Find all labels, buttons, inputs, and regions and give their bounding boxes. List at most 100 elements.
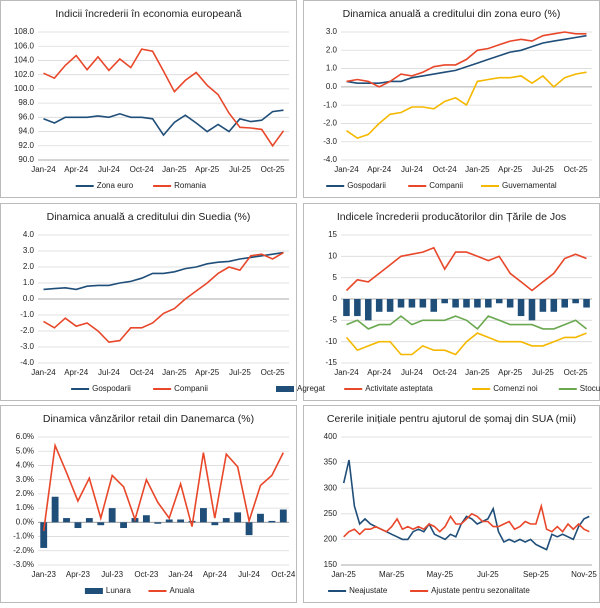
legend-swatch: [276, 386, 294, 392]
x-tick-label: Jul-24: [98, 368, 120, 377]
y-tick-label: -1.0: [20, 310, 34, 319]
y-tick-label: -2.0%: [13, 546, 34, 555]
legend-swatch: [84, 588, 103, 594]
y-tick-label: 92.0: [18, 141, 34, 150]
x-tick-label: Nov-25: [571, 570, 597, 579]
y-tick-label: 100.0: [14, 84, 35, 93]
y-tick-label: 2.0: [326, 45, 338, 54]
x-tick-label: Oct-24: [130, 165, 155, 174]
y-tick-label: 400: [324, 432, 338, 441]
bar: [386, 299, 394, 312]
y-tick-label: 200: [324, 535, 338, 544]
x-tick-label: Jul-23: [101, 570, 123, 579]
x-tick-label: Oct-25: [261, 368, 286, 377]
x-tick-label: Apr-24: [64, 165, 89, 174]
bar: [430, 299, 438, 312]
x-tick-label: Jul-25: [229, 165, 251, 174]
panel-border: [303, 203, 600, 401]
x-tick-label: Apr-25: [498, 368, 523, 377]
y-tick-label: -1.0: [323, 100, 337, 109]
line-series: [43, 109, 284, 137]
bar: [408, 299, 416, 308]
legend-label: Lunara: [106, 586, 131, 595]
x-tick-label: Apr-23: [66, 570, 91, 579]
line-series: [345, 246, 587, 292]
legend-label: Activitate asteptata: [365, 384, 433, 393]
bar: [97, 522, 105, 526]
y-tick-label: 3.0: [326, 27, 338, 36]
legend-label: Neajustate: [349, 586, 388, 595]
y-tick-label: -3.0: [323, 137, 337, 146]
chart-panel: Indicele încrederii producătorilor din Ț…: [276, 203, 600, 401]
bar: [142, 515, 150, 523]
chart-panel: Dinamica anuală a creditului din zona eu…: [303, 0, 600, 198]
bar: [375, 299, 383, 312]
y-tick-label: 106.0: [14, 41, 35, 50]
y-tick-label: 250: [324, 509, 338, 518]
legend-label: Companii: [429, 181, 463, 190]
y-tick-label: 0.0%: [16, 517, 34, 526]
y-tick-label: 0.0: [326, 82, 338, 91]
line-series: [343, 502, 590, 538]
y-tick-label: 4.0%: [16, 461, 34, 470]
line-series: [346, 34, 587, 84]
y-tick-label: -3.0: [20, 342, 34, 351]
bar: [365, 299, 372, 321]
line-series: [346, 71, 587, 139]
bar: [495, 299, 503, 304]
bar: [222, 518, 230, 523]
x-tick-label: Jan-25: [331, 570, 356, 579]
bar: [200, 508, 207, 523]
line-series: [43, 48, 285, 148]
legend-label: Anuala: [170, 586, 195, 595]
line-series: [345, 332, 587, 356]
y-tick-label: -15: [325, 358, 337, 367]
bar: [120, 522, 127, 529]
chart-panel: Indicii încrederii în economia europeană…: [0, 0, 297, 198]
bar: [528, 299, 536, 321]
y-tick-label: 3.0: [23, 246, 35, 255]
chart-title: Dinamica anuală a creditului din zona eu…: [343, 8, 561, 20]
bar: [485, 299, 492, 308]
bar: [108, 508, 116, 523]
chart-panel: Cererile inițiale pentru ajutorul de șom…: [303, 405, 600, 603]
x-tick-label: Jan-24: [334, 368, 359, 377]
y-tick-label: 1.0: [23, 278, 35, 287]
bar: [474, 299, 481, 308]
x-tick-label: Apr-24: [64, 368, 89, 377]
x-tick-label: Oct-24: [130, 368, 155, 377]
x-tick-label: Jan-25: [465, 368, 490, 377]
y-tick-label: 4.0: [23, 230, 35, 239]
y-tick-label: 150: [324, 560, 338, 569]
x-tick-label: Jul-25: [532, 368, 554, 377]
x-tick-label: Jan-24: [168, 570, 193, 579]
bar: [354, 299, 361, 317]
x-tick-label: Oct-25: [564, 368, 589, 377]
x-tick-label: Jan-24: [31, 165, 56, 174]
bar: [74, 522, 82, 529]
legend-label: Companii: [174, 384, 208, 393]
bar: [51, 496, 59, 523]
y-tick-label: 94.0: [18, 127, 34, 136]
x-tick-label: Jul-25: [532, 165, 554, 174]
x-tick-label: Jul-24: [401, 165, 423, 174]
bar: [154, 522, 162, 524]
x-tick-label: Jul-24: [98, 165, 120, 174]
bar: [40, 522, 48, 548]
legend-label: Zona euro: [97, 181, 134, 190]
y-tick-label: 102.0: [14, 70, 35, 79]
y-tick-label: 5: [333, 273, 338, 282]
line-series: [42, 442, 285, 532]
y-tick-label: 5.0%: [16, 446, 34, 455]
y-tick-label: 1.0%: [16, 503, 34, 512]
bar: [343, 299, 350, 317]
x-tick-label: Oct-24: [271, 570, 296, 579]
legend-label: Romania: [174, 181, 207, 190]
bar: [517, 299, 525, 317]
x-tick-label: Jan-25: [465, 165, 490, 174]
legend-label: Gospodarii: [92, 384, 131, 393]
legend-label: Comenzi noi: [493, 384, 538, 393]
chart-panel: Dinamica vânzărilor retail din Danemarca…: [0, 405, 297, 603]
y-tick-label: 104.0: [14, 56, 35, 65]
